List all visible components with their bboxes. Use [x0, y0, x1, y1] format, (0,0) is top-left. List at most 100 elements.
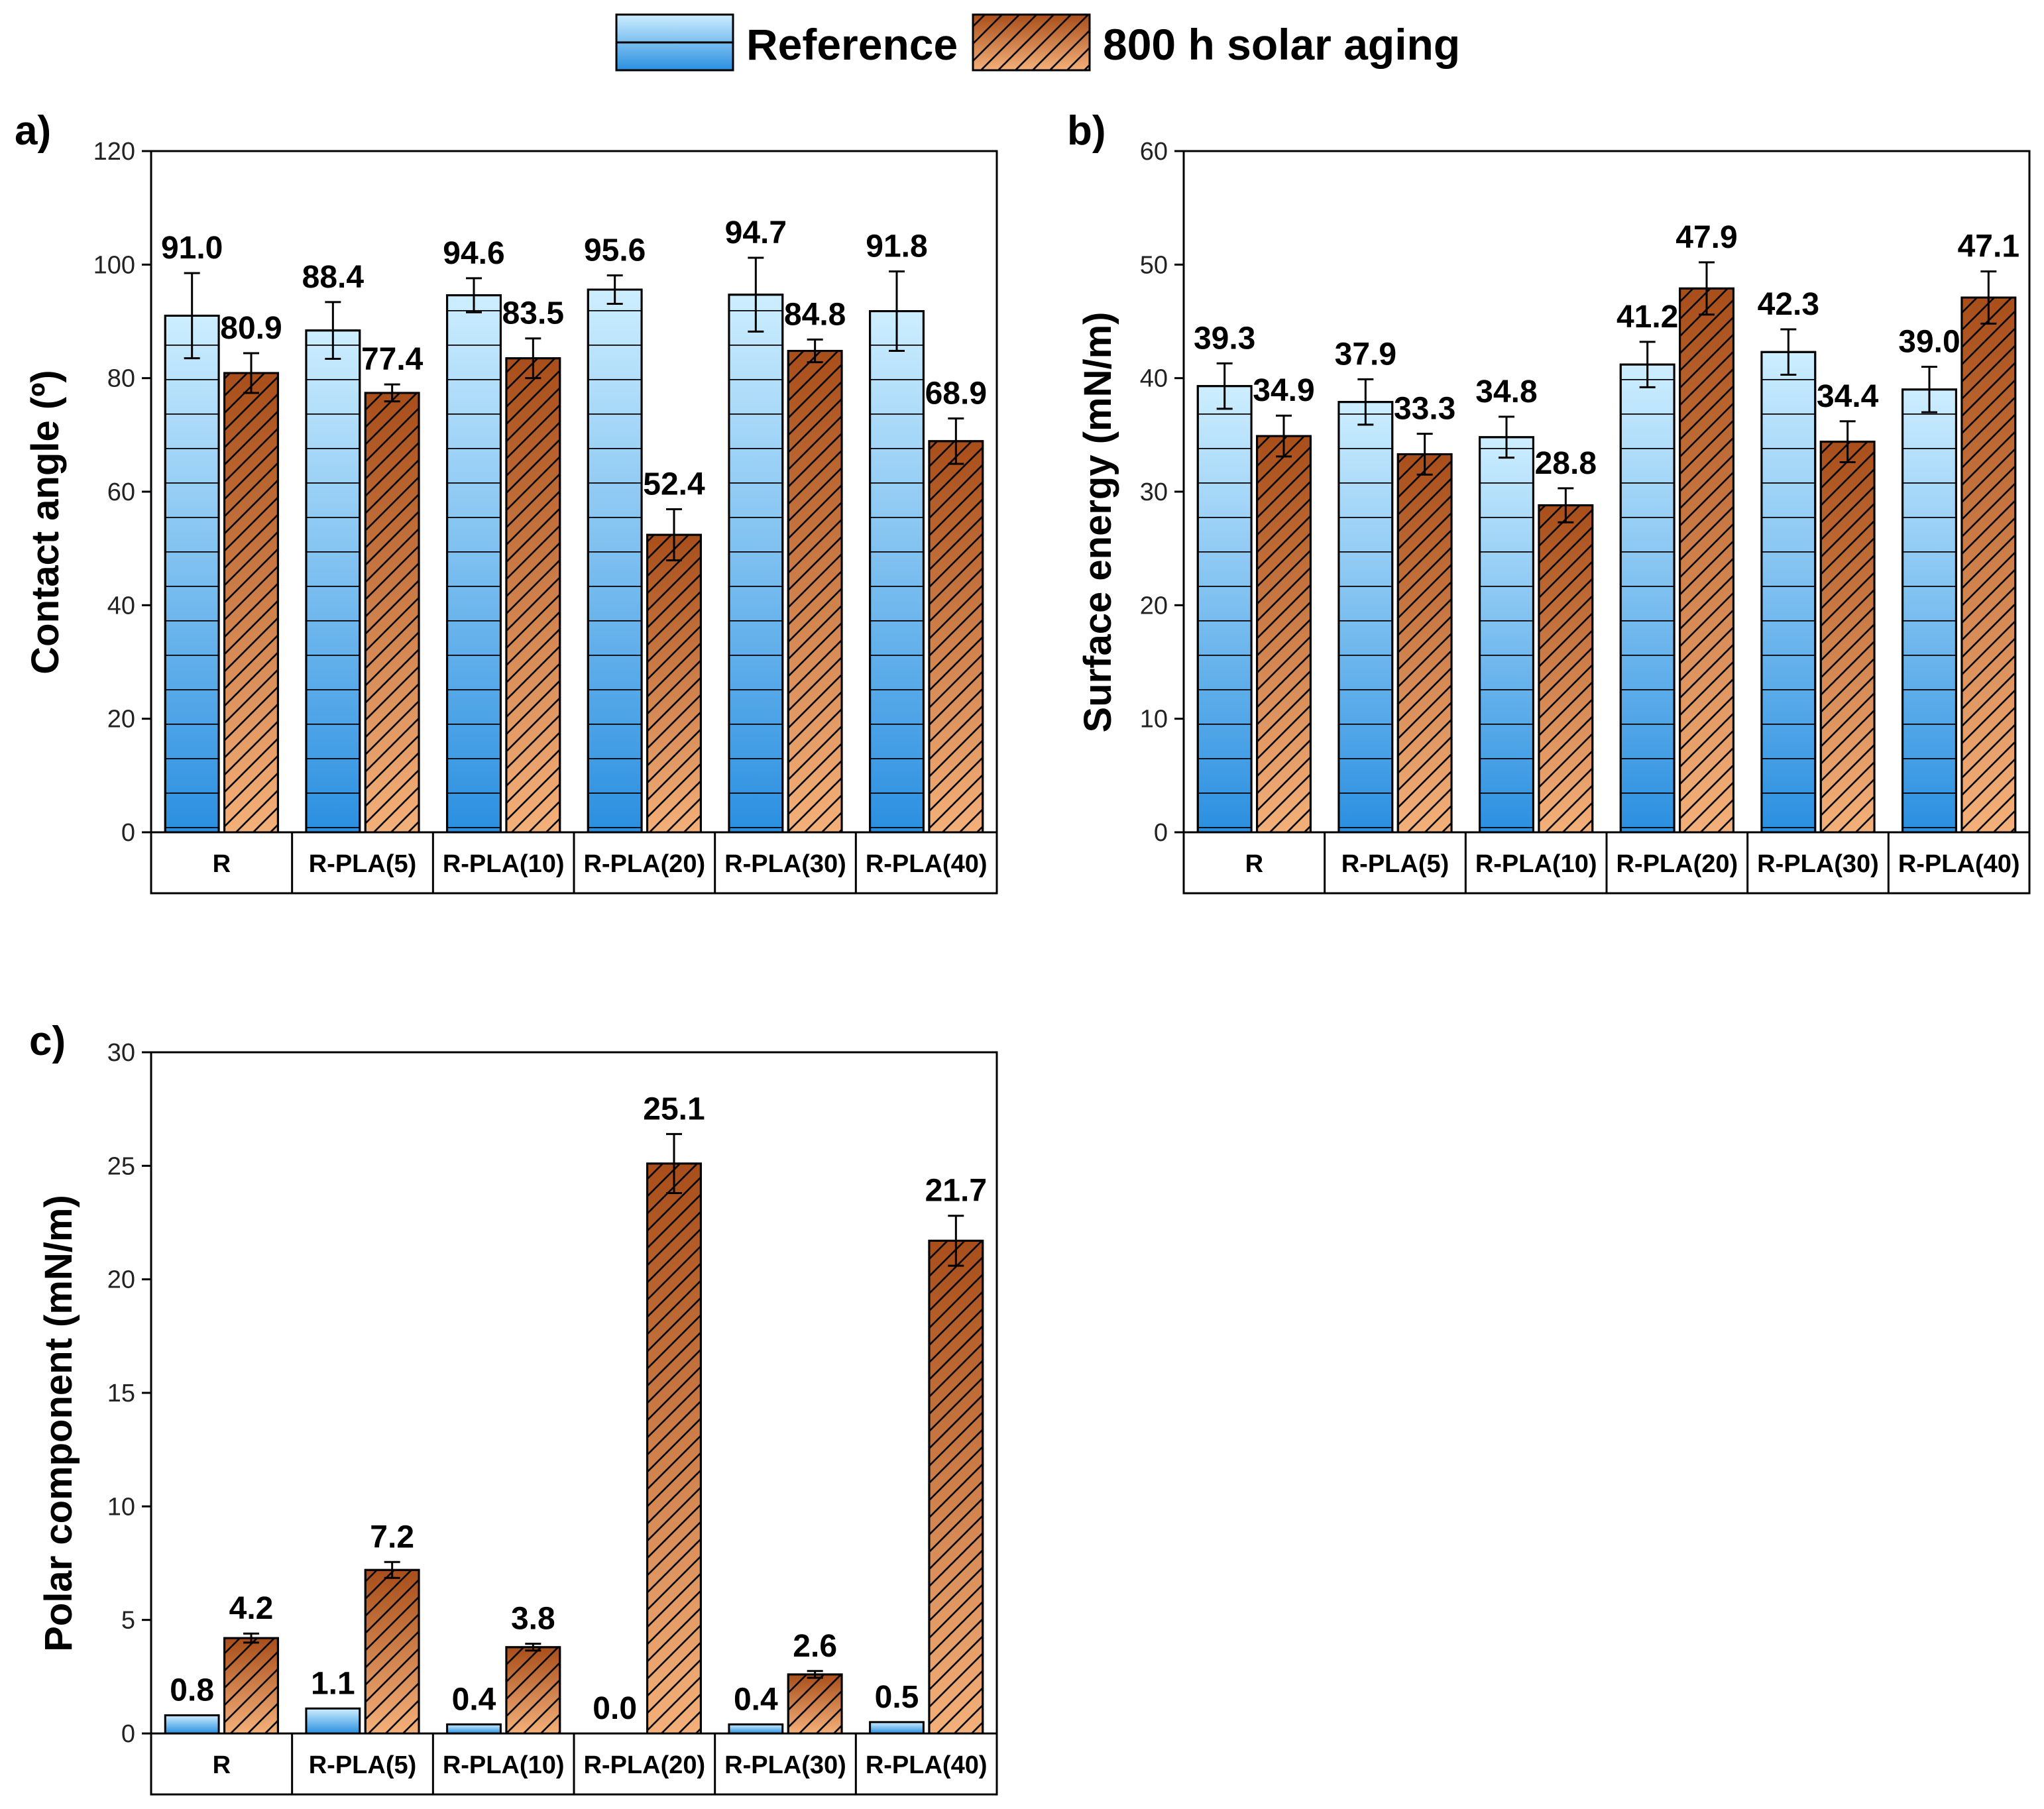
- y-tick-label: 120: [93, 138, 135, 166]
- data-label-reference: 0.0: [593, 1691, 637, 1726]
- data-label-reference: 0.4: [734, 1682, 778, 1717]
- category-label: R: [1245, 850, 1263, 878]
- bar-aged-hatch: [787, 1673, 843, 1735]
- y-axis-title-c: Polar component (mN/m): [37, 1195, 80, 1652]
- bar-aged-hatch: [505, 1646, 561, 1735]
- category-label: R-PLA(40): [866, 850, 988, 878]
- bar-reference: [728, 1723, 784, 1735]
- plot-frame-c: [150, 1051, 998, 1735]
- legend-item-aged: 800 h solar aging: [972, 13, 1460, 72]
- data-label-aged: 33.3: [1394, 392, 1455, 427]
- data-label-reference: 0.8: [170, 1673, 214, 1708]
- y-tick-label: 50: [1140, 251, 1168, 279]
- data-label-aged: 47.9: [1675, 220, 1737, 255]
- y-tick-label: 30: [1140, 478, 1168, 506]
- bar-reference: [446, 1723, 502, 1735]
- y-tick-label: 0: [121, 819, 135, 847]
- data-label-reference: 41.2: [1617, 300, 1678, 335]
- bar-aged-hatch: [928, 440, 984, 834]
- bar-aged-hatch: [1960, 296, 2017, 834]
- category-label: R-PLA(20): [1616, 850, 1738, 878]
- category-label: R-PLA(5): [309, 850, 417, 878]
- bar-reference-stripes: [1619, 363, 1675, 834]
- panel-b: b) Surface energy (mN/m) 0 10 20 30 40 50 60 R 3…: [1067, 108, 2031, 895]
- data-label-aged: 3.8: [511, 1602, 555, 1637]
- y-tick-label: 5: [121, 1607, 135, 1635]
- data-label-aged: 2.6: [793, 1629, 837, 1664]
- bar-aged-hatch: [646, 533, 702, 834]
- data-label-reference: 88.4: [302, 260, 365, 295]
- legend-label-aged: 800 h solar aging: [1103, 20, 1460, 69]
- data-label-reference: 91.0: [161, 231, 223, 266]
- bar-aged-hatch: [646, 1162, 702, 1735]
- bar-aged-hatch: [1679, 287, 1734, 834]
- bar-reference-stripes: [1902, 388, 1957, 834]
- legend: Reference 800 h solar aging: [615, 13, 1460, 72]
- bar-aged-hatch: [223, 1637, 279, 1735]
- bar-aged-hatch: [1396, 453, 1453, 834]
- data-label-reference: 39.3: [1194, 321, 1255, 356]
- data-label-reference: 95.6: [584, 233, 646, 268]
- y-tick-label: 20: [107, 1266, 135, 1294]
- bar-reference-stripes: [869, 310, 925, 834]
- legend-swatch-hatch: [972, 13, 1091, 72]
- y-tick-label: 30: [107, 1039, 135, 1067]
- y-tick-label: 40: [107, 592, 135, 620]
- category-label: R-PLA(20): [583, 850, 705, 878]
- data-label-aged: 77.4: [361, 342, 424, 377]
- bar-reference: [164, 1714, 220, 1735]
- category-label: R-PLA(5): [1341, 850, 1449, 878]
- category-label: R-PLA(10): [443, 1751, 565, 1779]
- y-tick-label: 15: [107, 1380, 135, 1407]
- y-tick-label: 10: [1140, 706, 1168, 734]
- data-label-aged: 4.2: [229, 1591, 274, 1626]
- bar-reference-stripes: [1760, 351, 1817, 834]
- category-label: R-PLA(10): [443, 850, 565, 878]
- panel-letter-b: b): [1067, 108, 1106, 154]
- data-label-reference: 37.9: [1335, 337, 1396, 372]
- bar-reference: [305, 1707, 361, 1735]
- bar-reference-stripes: [305, 329, 361, 834]
- bar-reference-stripes: [446, 294, 502, 834]
- data-label-reference: 42.3: [1758, 287, 1819, 322]
- data-label-reference: 94.7: [725, 215, 787, 250]
- y-tick-label: 25: [107, 1152, 135, 1180]
- bar-reference-stripes: [728, 294, 784, 834]
- bar-aged-hatch: [364, 392, 420, 834]
- category-label: R-PLA(30): [724, 1751, 846, 1779]
- y-tick-label: 0: [121, 1720, 135, 1748]
- y-tick-label: 0: [1154, 819, 1168, 847]
- data-label-reference: 39.0: [1898, 325, 1960, 360]
- y-tick-label: 80: [107, 365, 135, 393]
- bar-aged-hatch: [1538, 504, 1594, 834]
- y-tick-label: 20: [107, 706, 135, 734]
- bar-reference: [869, 1721, 925, 1735]
- bar-aged-hatch: [787, 350, 843, 834]
- data-label-aged: 34.9: [1253, 373, 1314, 408]
- panel-a: a) Contact angle (º) 0 20 40 60 80 100 120 R 91.…: [15, 108, 998, 895]
- data-label-aged: 7.2: [370, 1519, 414, 1555]
- category-label: R-PLA(20): [583, 1751, 705, 1779]
- bar-aged-hatch: [223, 372, 279, 834]
- data-label-aged: 52.4: [643, 467, 705, 502]
- category-label: R-PLA(40): [866, 1751, 988, 1779]
- bar-aged-hatch: [1256, 435, 1312, 834]
- category-label: R: [213, 850, 231, 878]
- bar-reference-stripes: [587, 288, 643, 834]
- bar-aged-hatch: [1819, 441, 1876, 834]
- plot-area-a: 0 20 40 60 80 100 120 R 91.0 80.9 R-PLA(5) 88.4 77.4…: [93, 138, 998, 895]
- bar-aged-hatch: [928, 1239, 984, 1735]
- plot-area-b: 0 10 20 30 40 50 60 R 39.3 34.9 R-PLA(5) 37.9 33.3 R-…: [1140, 138, 2031, 895]
- data-label-aged: 84.8: [784, 297, 846, 332]
- data-label-reference: 0.4: [452, 1682, 496, 1717]
- data-label-aged: 28.8: [1535, 446, 1597, 481]
- legend-label-reference: Reference: [746, 20, 958, 69]
- y-tick-label: 60: [107, 478, 135, 506]
- y-tick-label: 40: [1140, 365, 1168, 393]
- category-label: R-PLA(40): [1898, 850, 2020, 878]
- panel-letter-a: a): [15, 108, 51, 154]
- bar-aged-hatch: [505, 357, 561, 834]
- category-label: R-PLA(10): [1475, 850, 1597, 878]
